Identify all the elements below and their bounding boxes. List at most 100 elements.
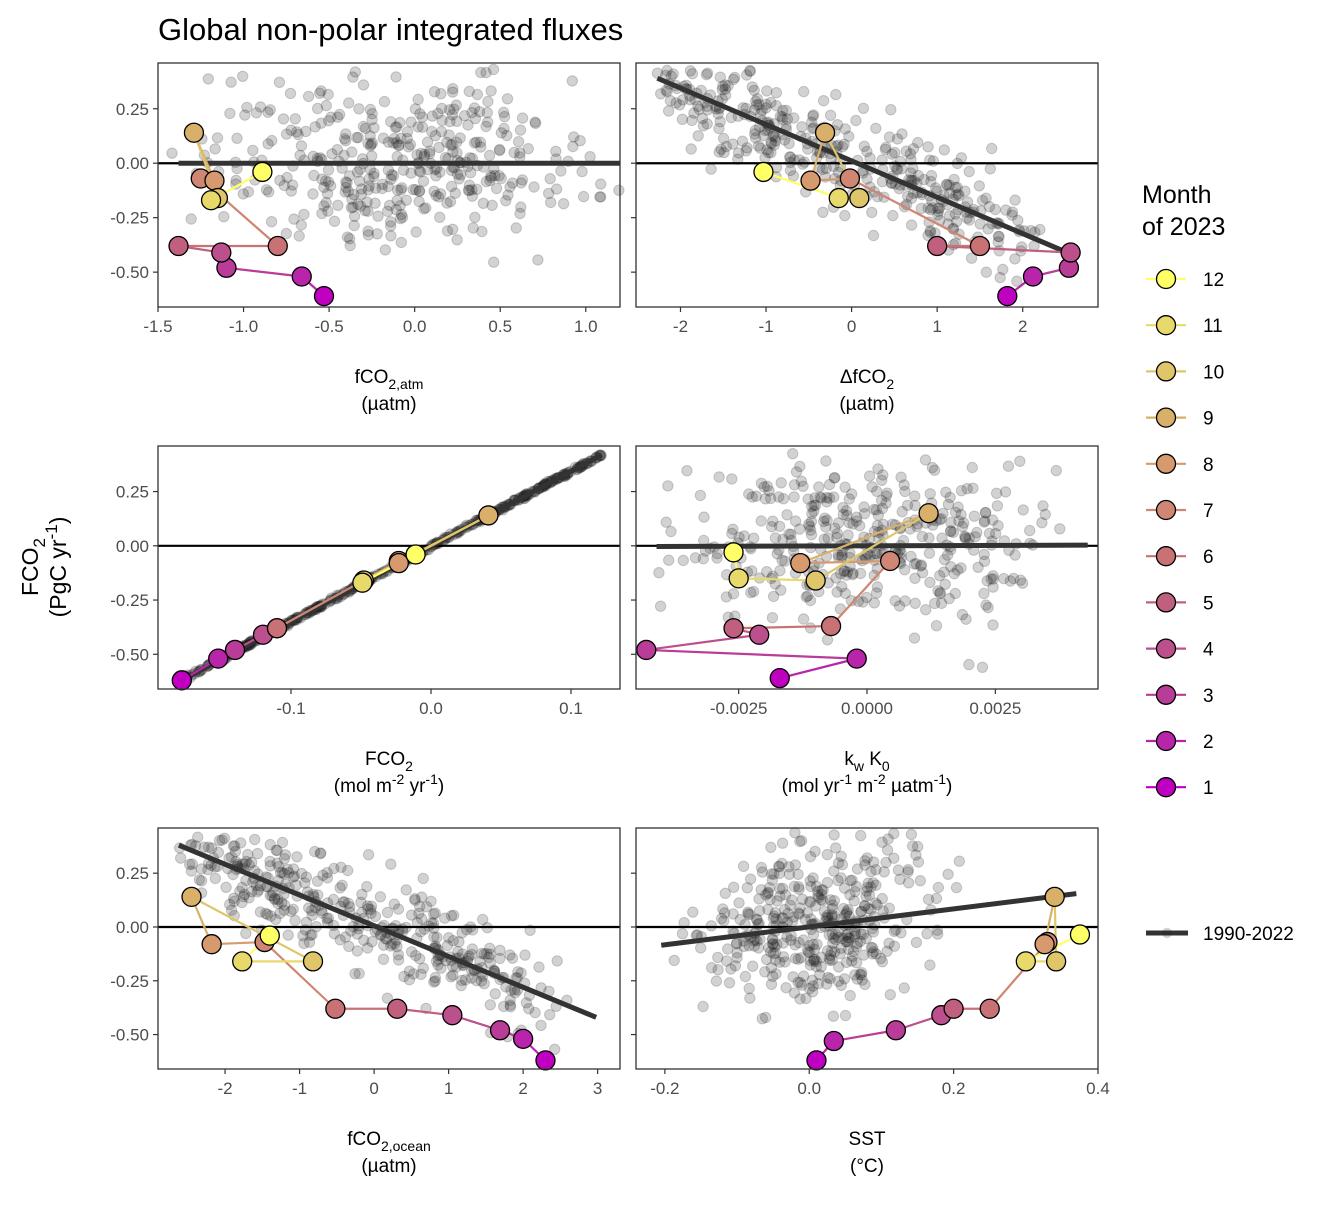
background-point <box>974 218 986 230</box>
background-point <box>839 481 851 493</box>
background-point <box>843 493 855 505</box>
background-point <box>883 902 895 914</box>
background-point <box>432 191 445 203</box>
background-point <box>185 865 198 877</box>
background-point <box>818 905 831 918</box>
month-point-11 <box>1015 951 1036 972</box>
background-point <box>905 219 918 231</box>
background-point <box>938 553 951 566</box>
background-point <box>943 592 955 605</box>
background-point <box>766 521 778 533</box>
background-point <box>817 95 830 107</box>
background-point <box>809 492 821 504</box>
background-point <box>756 866 769 878</box>
background-point <box>829 928 842 940</box>
month-point-4 <box>749 624 770 645</box>
background-point <box>241 101 253 114</box>
background-point <box>471 88 484 101</box>
legend-swatch <box>1155 592 1177 613</box>
background-point <box>396 182 408 194</box>
background-point <box>254 906 267 918</box>
y-tick-label: -0.25 <box>110 972 149 991</box>
background-point <box>409 893 421 905</box>
background-point <box>388 898 400 910</box>
background-point <box>932 585 944 597</box>
background-point <box>506 952 519 964</box>
background-point <box>231 132 243 145</box>
background-point <box>269 893 281 906</box>
background-point <box>765 136 777 149</box>
month-path-segment <box>363 514 489 582</box>
background-point <box>783 137 795 150</box>
background-point <box>997 263 1009 276</box>
background-point <box>315 847 327 860</box>
background-point <box>755 477 768 489</box>
background-point <box>920 604 932 616</box>
background-point <box>829 472 841 484</box>
background-point <box>475 141 487 153</box>
background-point <box>389 920 402 932</box>
background-point <box>907 143 920 155</box>
background-point <box>789 515 802 527</box>
background-point <box>405 946 418 958</box>
month-point-4 <box>1060 242 1081 263</box>
background-point <box>660 84 672 96</box>
background-point <box>361 900 374 912</box>
background-point <box>337 896 349 908</box>
background-point <box>512 966 524 978</box>
background-point <box>366 108 378 120</box>
month-point-2 <box>512 1028 534 1050</box>
background-point <box>451 168 464 180</box>
background-point <box>770 87 783 99</box>
background-point <box>264 838 276 851</box>
background-point <box>959 530 971 543</box>
background-point <box>744 65 756 77</box>
background-point <box>775 477 787 489</box>
background-point <box>835 979 847 991</box>
background-point <box>237 188 250 200</box>
x-axis-unit: (µatm) <box>361 394 416 415</box>
background-point <box>663 554 675 566</box>
background-point <box>747 960 759 972</box>
background-point <box>487 63 500 76</box>
month-point-6 <box>325 998 346 1019</box>
background-point <box>881 945 893 957</box>
background-point <box>807 109 820 121</box>
background-point <box>922 229 934 242</box>
background-point <box>502 189 514 201</box>
background-point <box>544 1009 556 1021</box>
background-point <box>264 104 276 116</box>
background-point <box>714 116 726 128</box>
background-point <box>855 829 867 842</box>
background-point <box>263 186 275 198</box>
background-point <box>240 855 253 868</box>
legend-label: 3 <box>1203 686 1214 707</box>
background-point <box>938 566 950 578</box>
background-point <box>855 969 868 981</box>
background-point <box>466 106 478 119</box>
background-point <box>867 229 880 242</box>
background-point <box>351 945 363 957</box>
x-tick-label: 0.0000 <box>841 699 893 718</box>
background-point <box>695 942 707 954</box>
background-point <box>306 909 318 921</box>
background-point <box>400 884 412 896</box>
background-point <box>750 490 762 502</box>
background-point <box>891 164 904 176</box>
background-point <box>225 851 238 863</box>
background-point <box>770 100 782 112</box>
background-point <box>733 531 745 543</box>
background-point <box>385 230 397 242</box>
background-point <box>924 225 936 237</box>
background-point <box>769 135 782 147</box>
background-point <box>834 568 847 580</box>
background-point <box>505 984 517 996</box>
legend-label: 5 <box>1203 593 1214 614</box>
background-point <box>985 573 997 585</box>
background-point <box>705 163 717 175</box>
background-point <box>854 567 867 580</box>
background-point <box>280 128 293 140</box>
background-point <box>880 490 893 502</box>
background-point <box>397 164 410 176</box>
background-point <box>928 464 941 476</box>
